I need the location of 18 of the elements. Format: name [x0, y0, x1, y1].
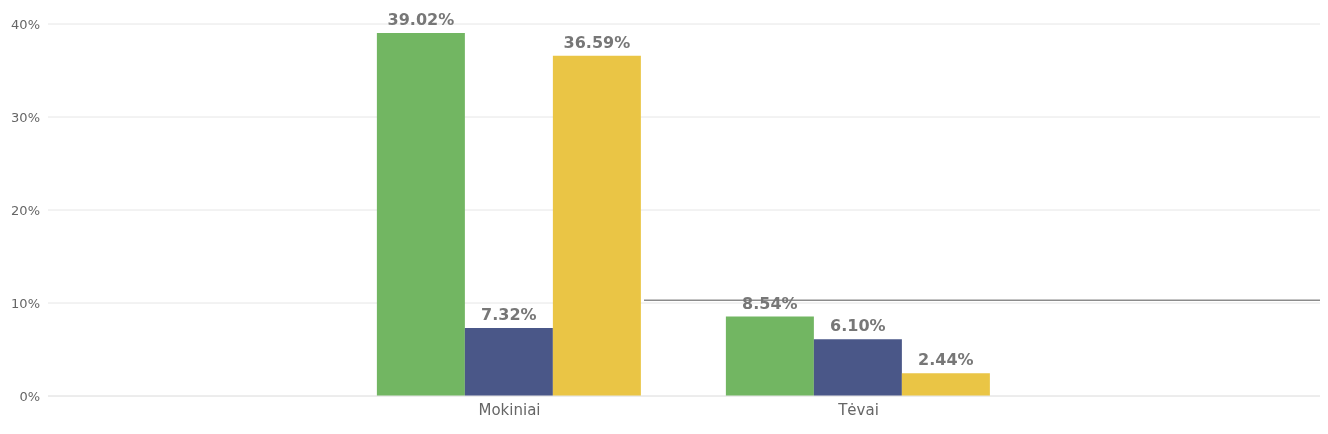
data-label: 7.32%: [481, 304, 537, 324]
data-label: 6.10%: [830, 316, 886, 336]
bar: [901, 373, 990, 396]
y-tick-label: 20%: [11, 202, 40, 218]
bar: [376, 33, 465, 396]
bar: [725, 316, 814, 396]
y-tick-label: 30%: [11, 109, 40, 125]
y-tick-label: 40%: [11, 16, 40, 32]
bar: [813, 339, 902, 396]
x-tick-label: Mokiniai: [478, 400, 541, 419]
data-label: 2.44%: [918, 350, 974, 370]
bar: [464, 327, 553, 396]
data-label: 36.59%: [563, 32, 631, 52]
bar: [552, 55, 641, 396]
y-tick-label: 10%: [11, 295, 40, 311]
x-tick-label: Tėvai: [837, 400, 879, 419]
data-label: 39.02%: [387, 10, 455, 30]
y-tick-label: 0%: [19, 388, 40, 404]
